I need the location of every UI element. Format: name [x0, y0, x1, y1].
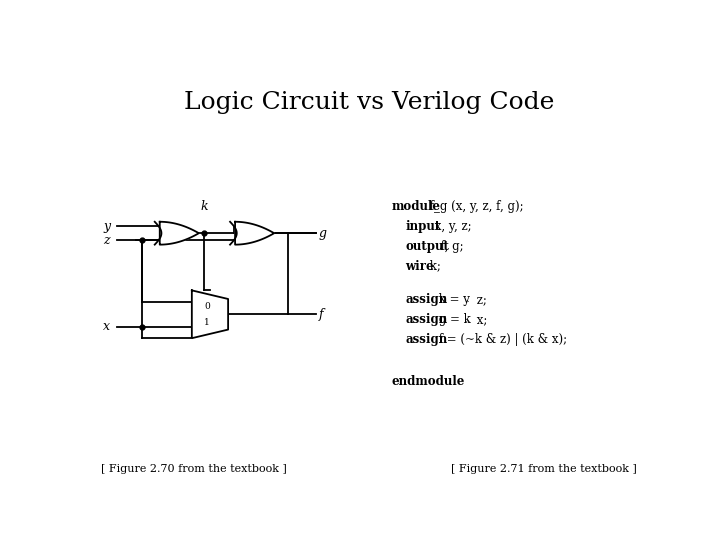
Text: z: z: [104, 234, 110, 247]
Text: k = y: k = y: [436, 293, 474, 307]
Text: x, y, z;: x, y, z;: [431, 220, 472, 233]
Polygon shape: [192, 291, 228, 338]
Text: [ Figure 2.70 from the textbook ]: [ Figure 2.70 from the textbook ]: [101, 464, 287, 474]
Text: y: y: [103, 220, 110, 233]
Text: assign: assign: [405, 313, 448, 327]
Text: x;: x;: [473, 313, 487, 327]
Text: g = k: g = k: [436, 313, 475, 327]
Text: module: module: [392, 200, 441, 213]
Text: ‸: ‸: [466, 313, 469, 321]
Polygon shape: [160, 222, 199, 245]
Text: Logic Circuit vs Verilog Code: Logic Circuit vs Verilog Code: [184, 91, 554, 114]
Text: g: g: [319, 227, 327, 240]
Text: assign: assign: [405, 333, 448, 346]
Text: assign: assign: [405, 293, 448, 307]
Text: z;: z;: [473, 293, 487, 307]
Text: [ Figure 2.71 from the textbook ]: [ Figure 2.71 from the textbook ]: [451, 464, 637, 474]
Text: x: x: [103, 320, 110, 333]
Text: wire: wire: [405, 260, 434, 273]
Text: f, g;: f, g;: [436, 240, 463, 253]
Text: 1: 1: [204, 318, 210, 327]
Text: k;: k;: [426, 260, 441, 273]
Text: f: f: [319, 308, 323, 321]
Text: f = (~k & z) | (k & x);: f = (~k & z) | (k & x);: [436, 333, 567, 346]
Text: ‸: ‸: [466, 293, 469, 301]
Text: f_g (x, y, z, f, g);: f_g (x, y, z, f, g);: [426, 200, 523, 213]
Text: 0: 0: [204, 302, 210, 310]
Text: k: k: [201, 200, 208, 213]
Polygon shape: [235, 222, 274, 245]
Text: endmodule: endmodule: [392, 375, 464, 388]
Text: output: output: [405, 240, 449, 253]
Text: input: input: [405, 220, 441, 233]
